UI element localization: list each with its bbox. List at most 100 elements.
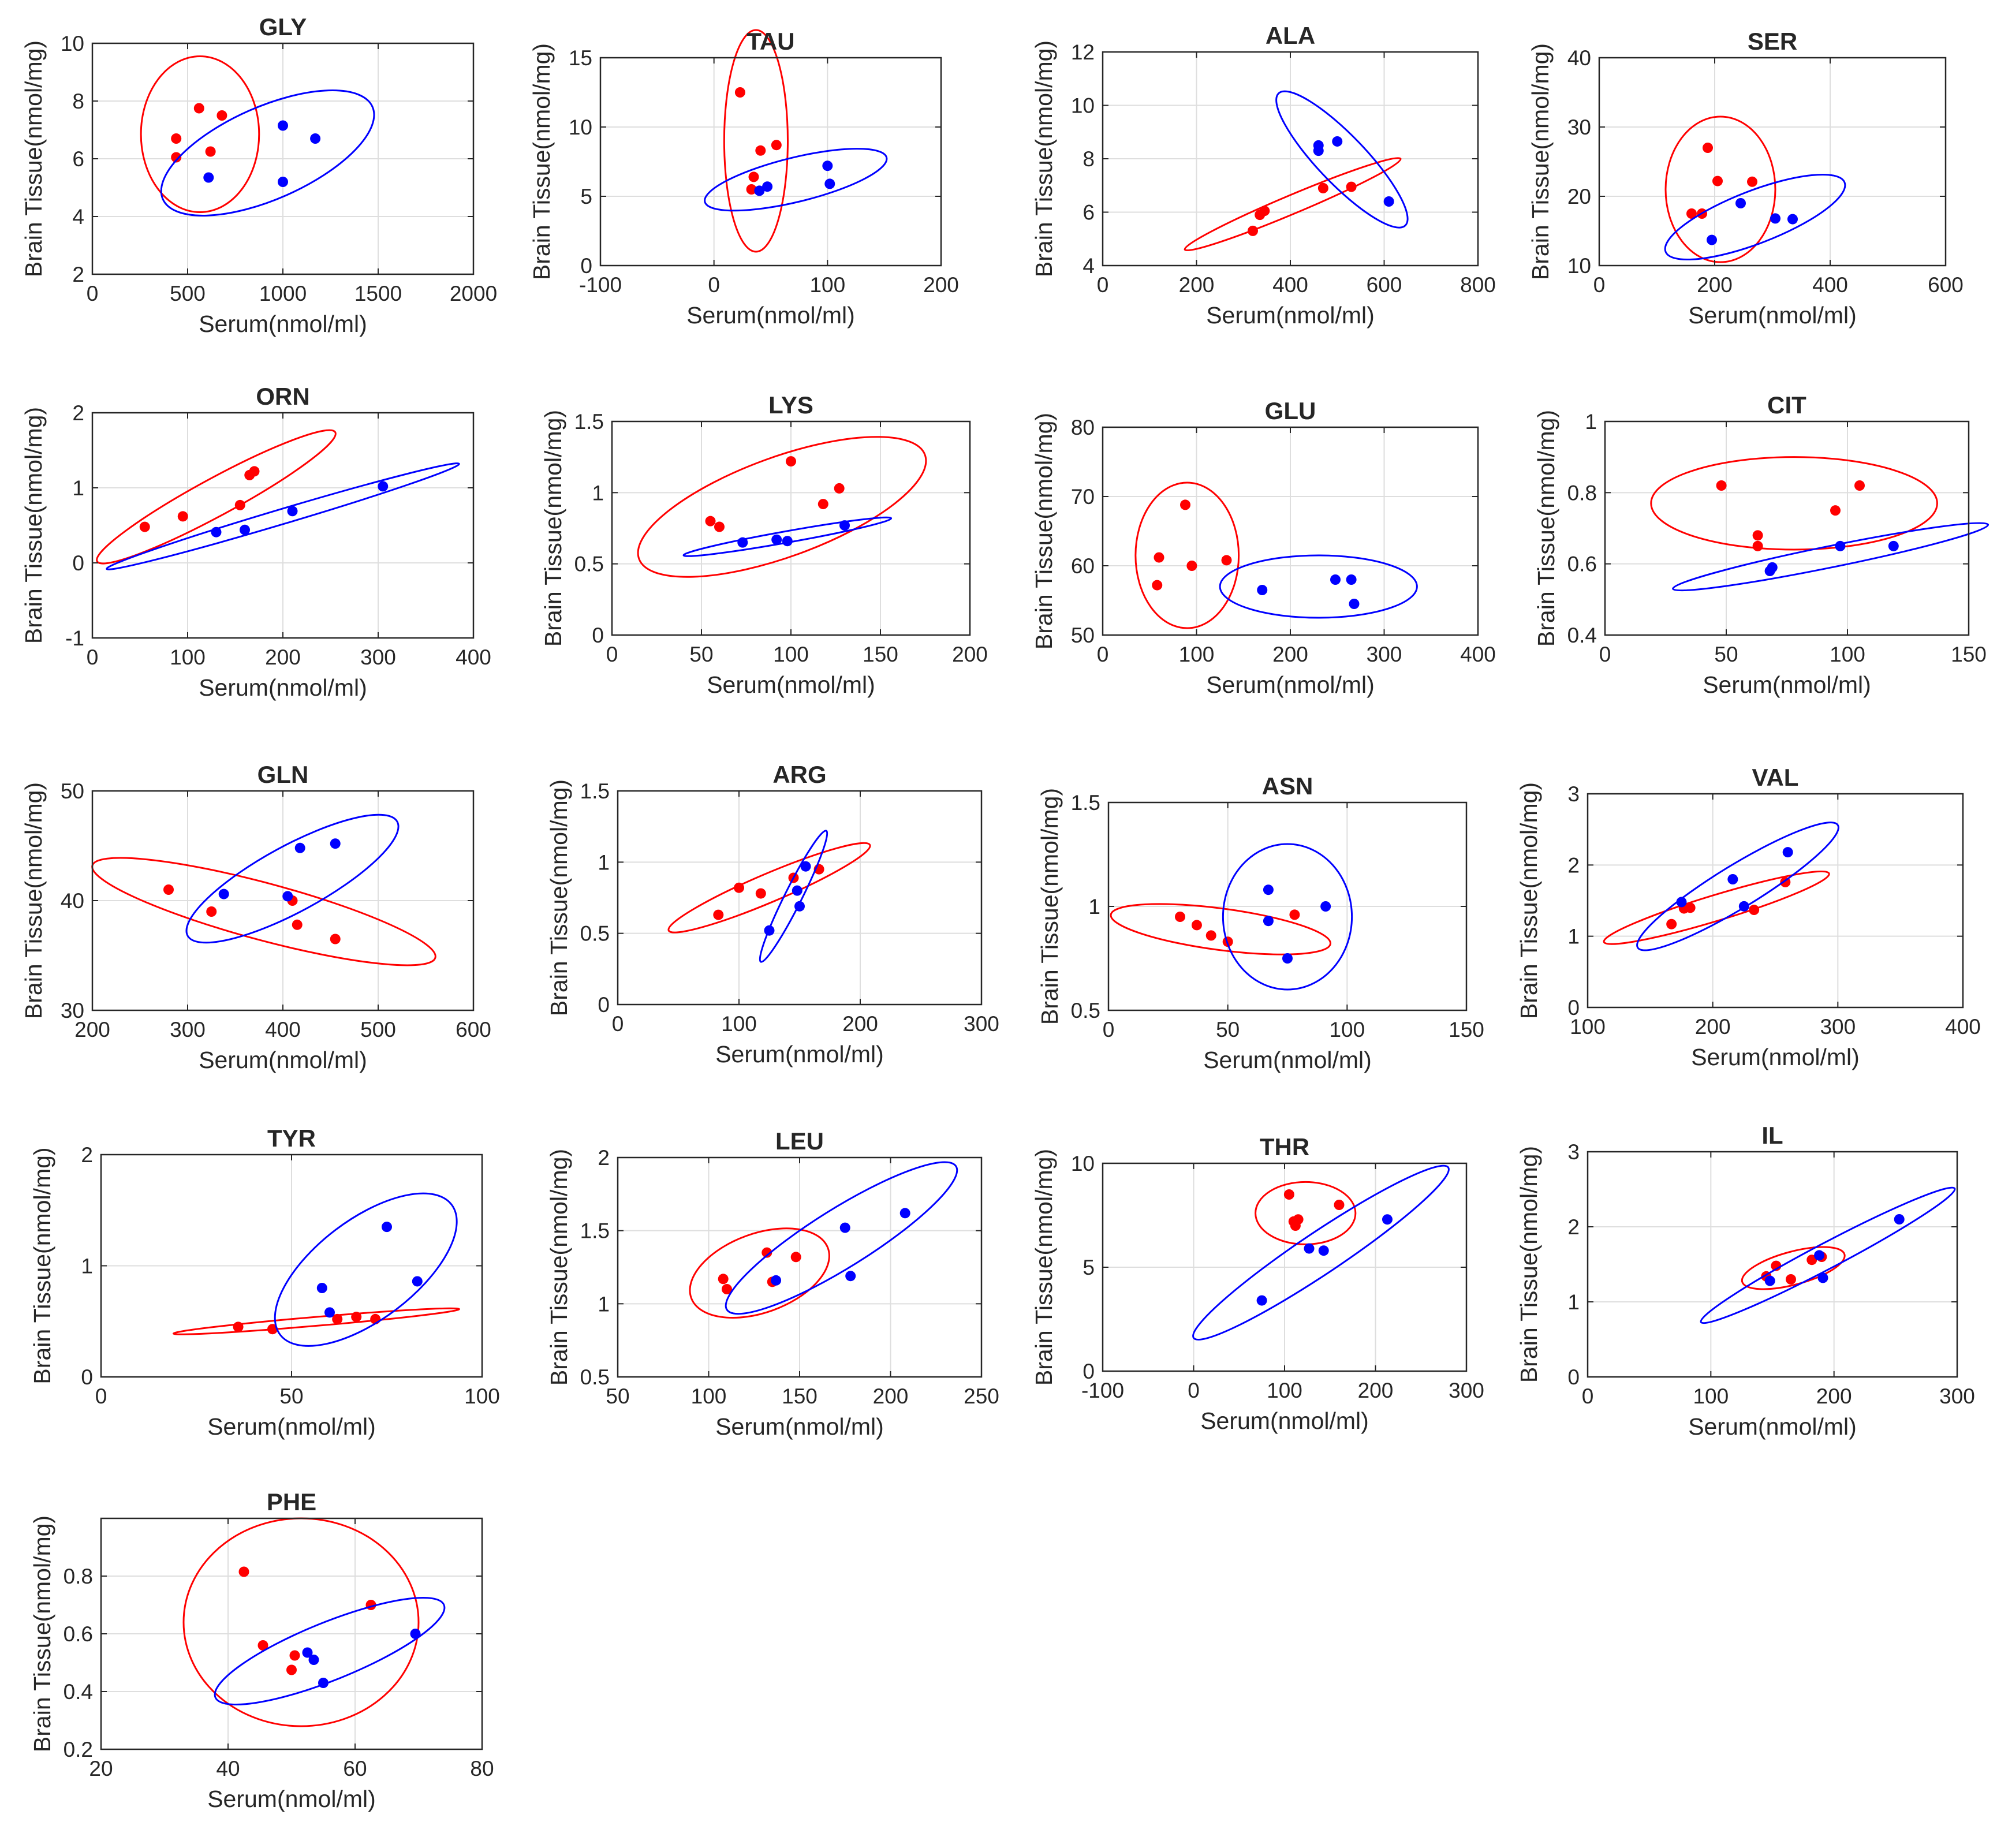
x-tick-label: 50 [279,1384,303,1408]
y-tick-label: 12 [1071,40,1095,64]
point-red [1283,1189,1294,1200]
x-tick-label: -100 [579,273,622,297]
x-tick-label: 200 [952,643,988,666]
y-tick-label: 70 [1071,485,1095,509]
y-tick-label: 10 [1567,254,1591,278]
y-tick-label: 2 [598,1146,610,1170]
chart-ala: 0 200 400 600 800 4 6 8 10 12 ALA Serum(nmol/ml) Bra… [1031,22,1496,328]
point-blue [1764,1275,1775,1286]
chart-tyr: 0 50 100 0 1 2 TYR Serum(nmol/ml) Brain Tissue(n… [29,1125,500,1440]
y-axis-label: Brain Tissue(nmol/mg) [1031,1149,1057,1386]
ellipse-blue [759,830,828,963]
x-tick-label: 300 [1367,643,1402,666]
chart-title: ORN [256,383,309,410]
y-tick-label: 2 [81,1143,93,1167]
point-red [834,483,845,494]
chart-title: TYR [267,1125,316,1152]
x-axis-label: Serum(nmol/ml) [207,1786,376,1812]
y-tick-label: 0 [72,551,84,575]
point-blue [1383,196,1394,207]
y-tick-label: 0 [1567,996,1580,1020]
point-blue [1787,214,1798,225]
x-axis-label: Serum(nmol/ml) [1206,671,1375,698]
point-red [1747,176,1757,187]
y-tick-label: 10 [1071,1152,1095,1175]
point-red [771,140,782,151]
point-red [755,888,766,899]
x-tick-label: 20 [89,1757,113,1780]
point-red [818,499,828,510]
y-tick-label: 0 [598,993,610,1017]
point-blue [771,534,782,545]
x-tick-label: 500 [360,1018,396,1041]
x-axis-label: Serum(nmol/ml) [1206,302,1375,328]
point-blue [1767,562,1778,573]
x-tick-label: 100 [809,273,845,297]
point-red [238,1566,249,1577]
x-tick-label: 100 [170,645,206,669]
x-tick-label: 200 [1179,273,1215,297]
chart-title: ALA [1266,22,1315,49]
x-axis-label: Serum(nmol/ml) [199,311,367,337]
point-red [1152,580,1163,591]
y-axis-label: Brain Tissue(nmol/mg) [1527,43,1554,280]
x-tick-label: 1000 [259,282,307,305]
point-red [171,152,182,163]
point-blue [845,1271,856,1282]
point-red [786,456,796,467]
y-tick-label: 0.5 [580,1365,610,1389]
x-tick-label: 100 [691,1384,727,1408]
x-tick-label: 200 [923,273,959,297]
point-blue [1349,599,1360,609]
point-blue [240,524,250,535]
point-red [1854,480,1865,491]
x-tick-label: 200 [1697,273,1733,297]
ellipse-red [1184,157,1402,252]
x-tick-label: 200 [873,1384,909,1408]
point-blue [1888,540,1899,551]
x-tick-label: 300 [1939,1384,1975,1408]
point-red [330,934,341,944]
chart-val: 100 200 300 400 0 1 2 3 VAL Serum(nmol/ml) Brain T… [1516,764,1981,1070]
point-blue [1817,1272,1828,1283]
point-red [177,511,188,522]
ellipse-red [1741,1246,1846,1290]
y-tick-label: 0.6 [64,1622,93,1646]
y-tick-label: 1 [592,481,604,505]
point-blue [308,1655,319,1665]
y-tick-label: 2 [1567,1215,1580,1239]
x-tick-label: 300 [170,1018,206,1041]
x-tick-label: 600 [1928,273,1964,297]
chart-title: SER [1748,28,1797,55]
x-tick-label: 100 [1570,1015,1606,1039]
y-tick-label: 1.5 [580,1219,610,1243]
y-tick-label: -1 [65,626,84,650]
x-tick-label: 0 [1097,273,1109,297]
point-red [1175,912,1185,922]
point-red [1830,505,1841,516]
x-tick-label: 200 [842,1012,878,1036]
point-red [714,521,725,532]
point-blue [737,537,748,548]
x-tick-label: 150 [782,1384,818,1408]
x-tick-label: 200 [1695,1015,1731,1039]
y-tick-label: 40 [61,889,84,913]
ellipse-blue [1700,1186,1956,1324]
x-tick-label: 150 [1951,643,1987,666]
x-tick-label: 100 [1267,1379,1302,1402]
point-blue [1676,897,1687,908]
y-tick-label: 0 [81,1365,93,1389]
point-blue [278,120,288,131]
x-tick-label: 100 [721,1012,757,1036]
y-axis-label: Brain Tissue(nmol/mg) [20,407,47,644]
plot-area [600,58,941,266]
point-blue [1382,1214,1393,1225]
point-red [1205,930,1216,941]
x-tick-label: 0 [1582,1384,1594,1408]
y-tick-label: 6 [1083,201,1095,225]
x-tick-label: 0 [1103,1018,1115,1041]
y-axis-label: Brain Tissue(nmol/mg) [546,779,572,1016]
point-red [1293,1214,1304,1225]
x-tick-label: 200 [1272,643,1308,666]
point-red [233,1321,244,1332]
